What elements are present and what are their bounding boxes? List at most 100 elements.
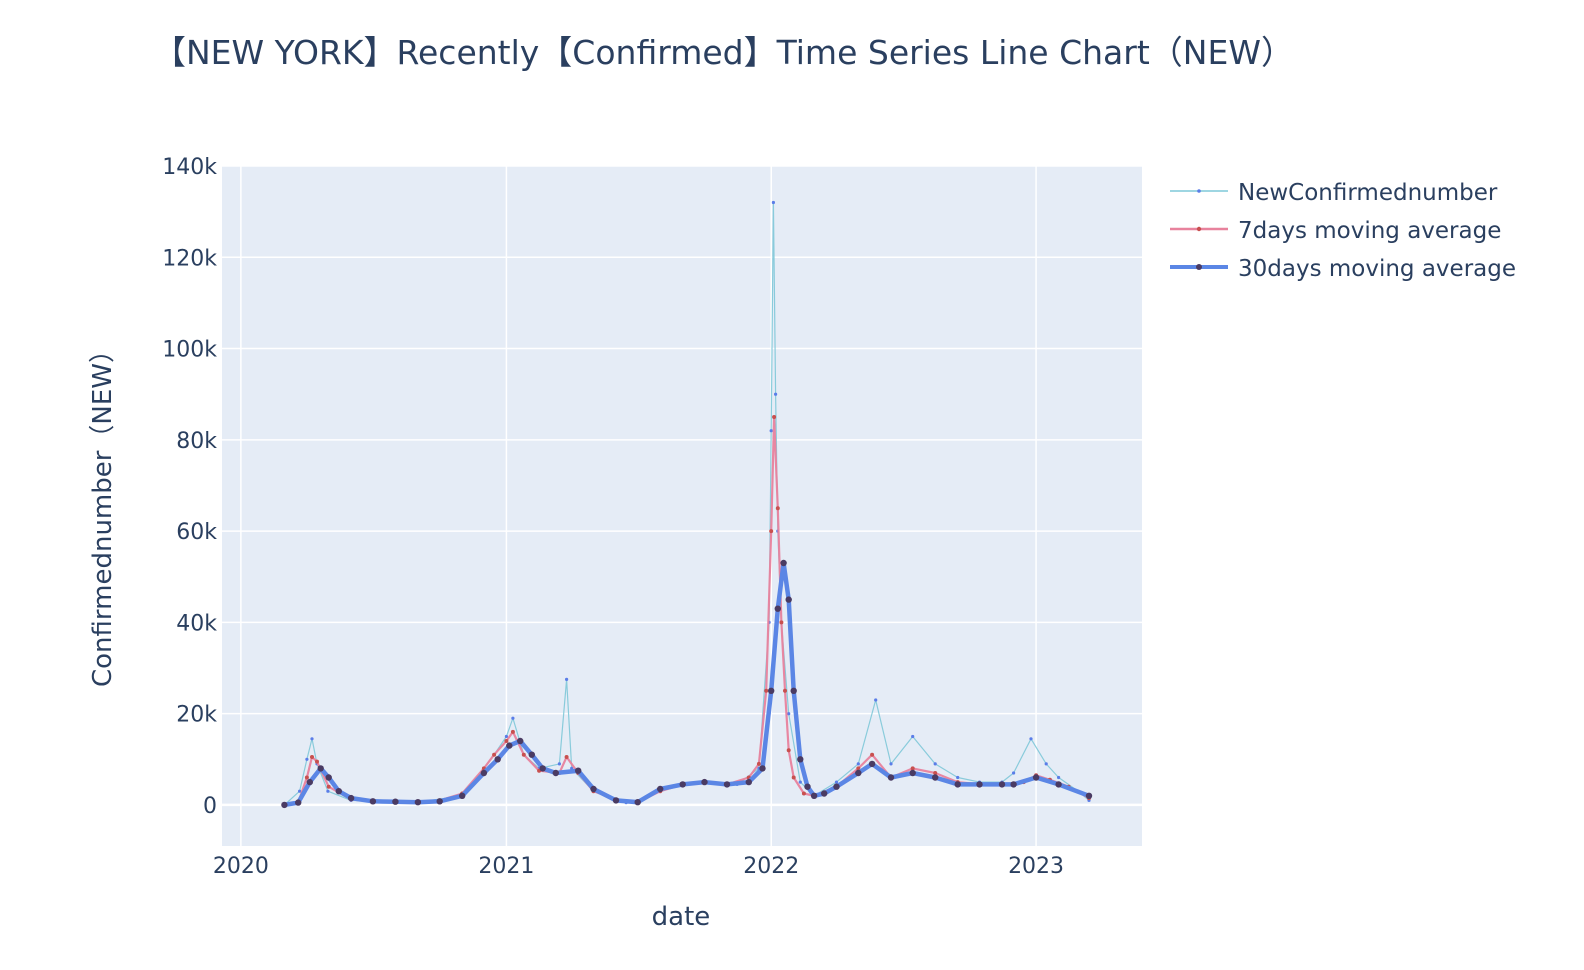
series-point: [790, 687, 797, 694]
series-point: [911, 734, 915, 739]
x-tick-label: 2022: [743, 854, 799, 879]
y-tick-label: 100k: [162, 338, 217, 363]
series-point: [772, 415, 777, 419]
series-point: [517, 737, 524, 745]
chart-title: 【NEW YORK】Recently【Confirmed】Time Series…: [153, 33, 1294, 72]
series-point: [909, 769, 916, 777]
y-axis-ticks: 0 20k 40k 60k 80k 100k 120k 140k: [162, 155, 217, 819]
x-axis-label: date: [652, 902, 711, 932]
series-point: [745, 778, 752, 786]
series-point: [317, 765, 324, 772]
series-point: [1057, 775, 1061, 780]
series-point: [1012, 771, 1016, 775]
series-point: [759, 765, 766, 772]
series-point: [833, 783, 840, 790]
series-point: [436, 798, 443, 805]
series-point: [310, 755, 314, 759]
series-point: [774, 392, 778, 396]
series-point: [325, 774, 332, 781]
series-point: [326, 784, 331, 789]
series-point: [521, 752, 526, 757]
series-point: [933, 771, 938, 775]
series-point: [414, 799, 422, 806]
series-point: [539, 765, 546, 772]
series-point: [392, 798, 399, 805]
series-point: [1032, 774, 1040, 781]
series-layer: [281, 200, 1093, 809]
series-point: [298, 789, 302, 793]
series-point: [494, 756, 501, 763]
series-point: [775, 506, 780, 511]
series-point: [1044, 762, 1048, 766]
series-point: [774, 605, 781, 612]
series-point: [679, 781, 686, 788]
series-point: [1010, 781, 1017, 788]
y-tick-label: 140k: [162, 155, 217, 180]
series-point: [281, 801, 288, 809]
series-point: [810, 792, 818, 799]
series-point: [369, 798, 377, 805]
x-tick-label: 2023: [1008, 854, 1064, 879]
series-point: [856, 762, 860, 766]
plot-area: [222, 166, 1142, 846]
series-point: [771, 200, 776, 205]
series-point: [932, 774, 939, 781]
series-point: [787, 712, 791, 716]
legend-item-30day-average[interactable]: 30days moving average: [1170, 256, 1516, 282]
series-point: [769, 429, 773, 433]
series-point: [528, 751, 535, 758]
series-point: [506, 742, 513, 749]
series-point: [855, 769, 862, 777]
series-point: [295, 799, 302, 806]
gridlines: [222, 165, 1142, 846]
series-point: [565, 677, 569, 682]
series-point: [834, 780, 839, 784]
series-point: [310, 737, 314, 741]
series-point: [797, 756, 804, 763]
y-tick-label: 80k: [176, 429, 217, 454]
series-point: [780, 559, 787, 567]
series-point: [856, 766, 861, 771]
series-point: [326, 789, 330, 793]
series-point: [315, 759, 319, 764]
series-point: [304, 775, 309, 780]
series-point: [305, 757, 309, 761]
x-tick-label: 2020: [213, 854, 269, 879]
series-point: [821, 790, 828, 797]
x-axis-ticks: 2020 2021 2022 2023: [213, 854, 1064, 879]
y-tick-label: 20k: [176, 703, 217, 728]
series-point: [801, 791, 806, 796]
series-point: [1085, 792, 1093, 799]
y-tick-label: 120k: [162, 246, 217, 271]
series-point: [798, 780, 802, 784]
series-point: [870, 752, 875, 757]
series-point: [998, 781, 1006, 788]
legend: NewConfirmednumber 7days moving average …: [1170, 180, 1516, 282]
series-point: [976, 781, 983, 788]
series-point: [723, 781, 731, 788]
legend-item-7day-average[interactable]: 7days moving average: [1170, 218, 1501, 244]
series-point: [956, 775, 960, 780]
series-point: [887, 774, 895, 781]
series-point: [791, 775, 796, 780]
series-point: [874, 698, 878, 702]
series-point: [889, 762, 893, 766]
series-point: [769, 529, 774, 534]
legend-item-new-confirmed[interactable]: NewConfirmednumber: [1170, 180, 1498, 206]
series-point: [347, 794, 355, 802]
series-point: [306, 778, 313, 786]
series-point: [504, 739, 509, 743]
series-point: [335, 788, 342, 795]
series-point: [804, 783, 811, 790]
y-tick-label: 40k: [176, 611, 217, 636]
series-point: [590, 785, 597, 793]
y-tick-label: 60k: [176, 520, 217, 545]
series-point: [564, 755, 569, 759]
series-point: [786, 748, 791, 753]
series-point: [575, 767, 582, 774]
series-point: [612, 797, 620, 804]
y-tick-label: 0: [203, 794, 217, 819]
series-point: [954, 781, 961, 788]
series-point: [510, 729, 515, 734]
